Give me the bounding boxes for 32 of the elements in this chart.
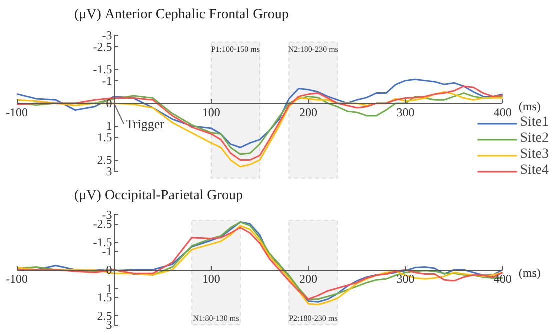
legend-label: Site3 bbox=[520, 147, 549, 163]
y-tick-label: 0 bbox=[106, 263, 112, 277]
x-tick-label: -100 bbox=[6, 106, 28, 120]
chart-title: (μV) Anterior Cephalic Frontal Group bbox=[74, 8, 289, 22]
x-axis-title: (ms) bbox=[518, 100, 541, 114]
x-tick-label: -100 bbox=[6, 272, 28, 286]
y-tick-label: 1 bbox=[106, 119, 112, 134]
x-tick-label: 200 bbox=[300, 272, 318, 286]
band-label: N2:180-230 ms bbox=[288, 45, 338, 54]
x-tick-label: 100 bbox=[202, 272, 220, 286]
x-tick-label: 400 bbox=[494, 106, 512, 120]
legend-label: Site2 bbox=[520, 131, 549, 147]
annotation: Trigger bbox=[126, 116, 166, 132]
y-tick-label: -1.5 bbox=[93, 62, 112, 76]
y-tick-label: -3 bbox=[102, 28, 112, 42]
chart-title: (μV) Occipital-Parietal Group bbox=[74, 188, 243, 204]
legend-label: Site1 bbox=[520, 115, 549, 131]
y-tick-label: 1.5 bbox=[97, 130, 112, 145]
y-tick-label: -1 bbox=[102, 74, 112, 88]
band-label: P2:180-230 ms bbox=[289, 314, 338, 324]
x-tick-label: 300 bbox=[396, 272, 415, 286]
y-tick-label: 2.5 bbox=[97, 153, 112, 168]
x-axis-title: (ms) bbox=[518, 266, 541, 280]
x-tick-label: 100 bbox=[202, 106, 220, 120]
legend-label: Site4 bbox=[520, 163, 549, 179]
x-tick-label: 300 bbox=[396, 106, 415, 120]
y-tick-label: 3 bbox=[106, 164, 112, 179]
x-tick-label: 400 bbox=[494, 272, 512, 286]
x-tick-label: 200 bbox=[300, 106, 318, 120]
band-label: P1:100-150 ms bbox=[211, 45, 260, 54]
y-tick-label: -2.5 bbox=[93, 40, 112, 54]
band-label: N1:80-130 ms bbox=[193, 314, 240, 324]
